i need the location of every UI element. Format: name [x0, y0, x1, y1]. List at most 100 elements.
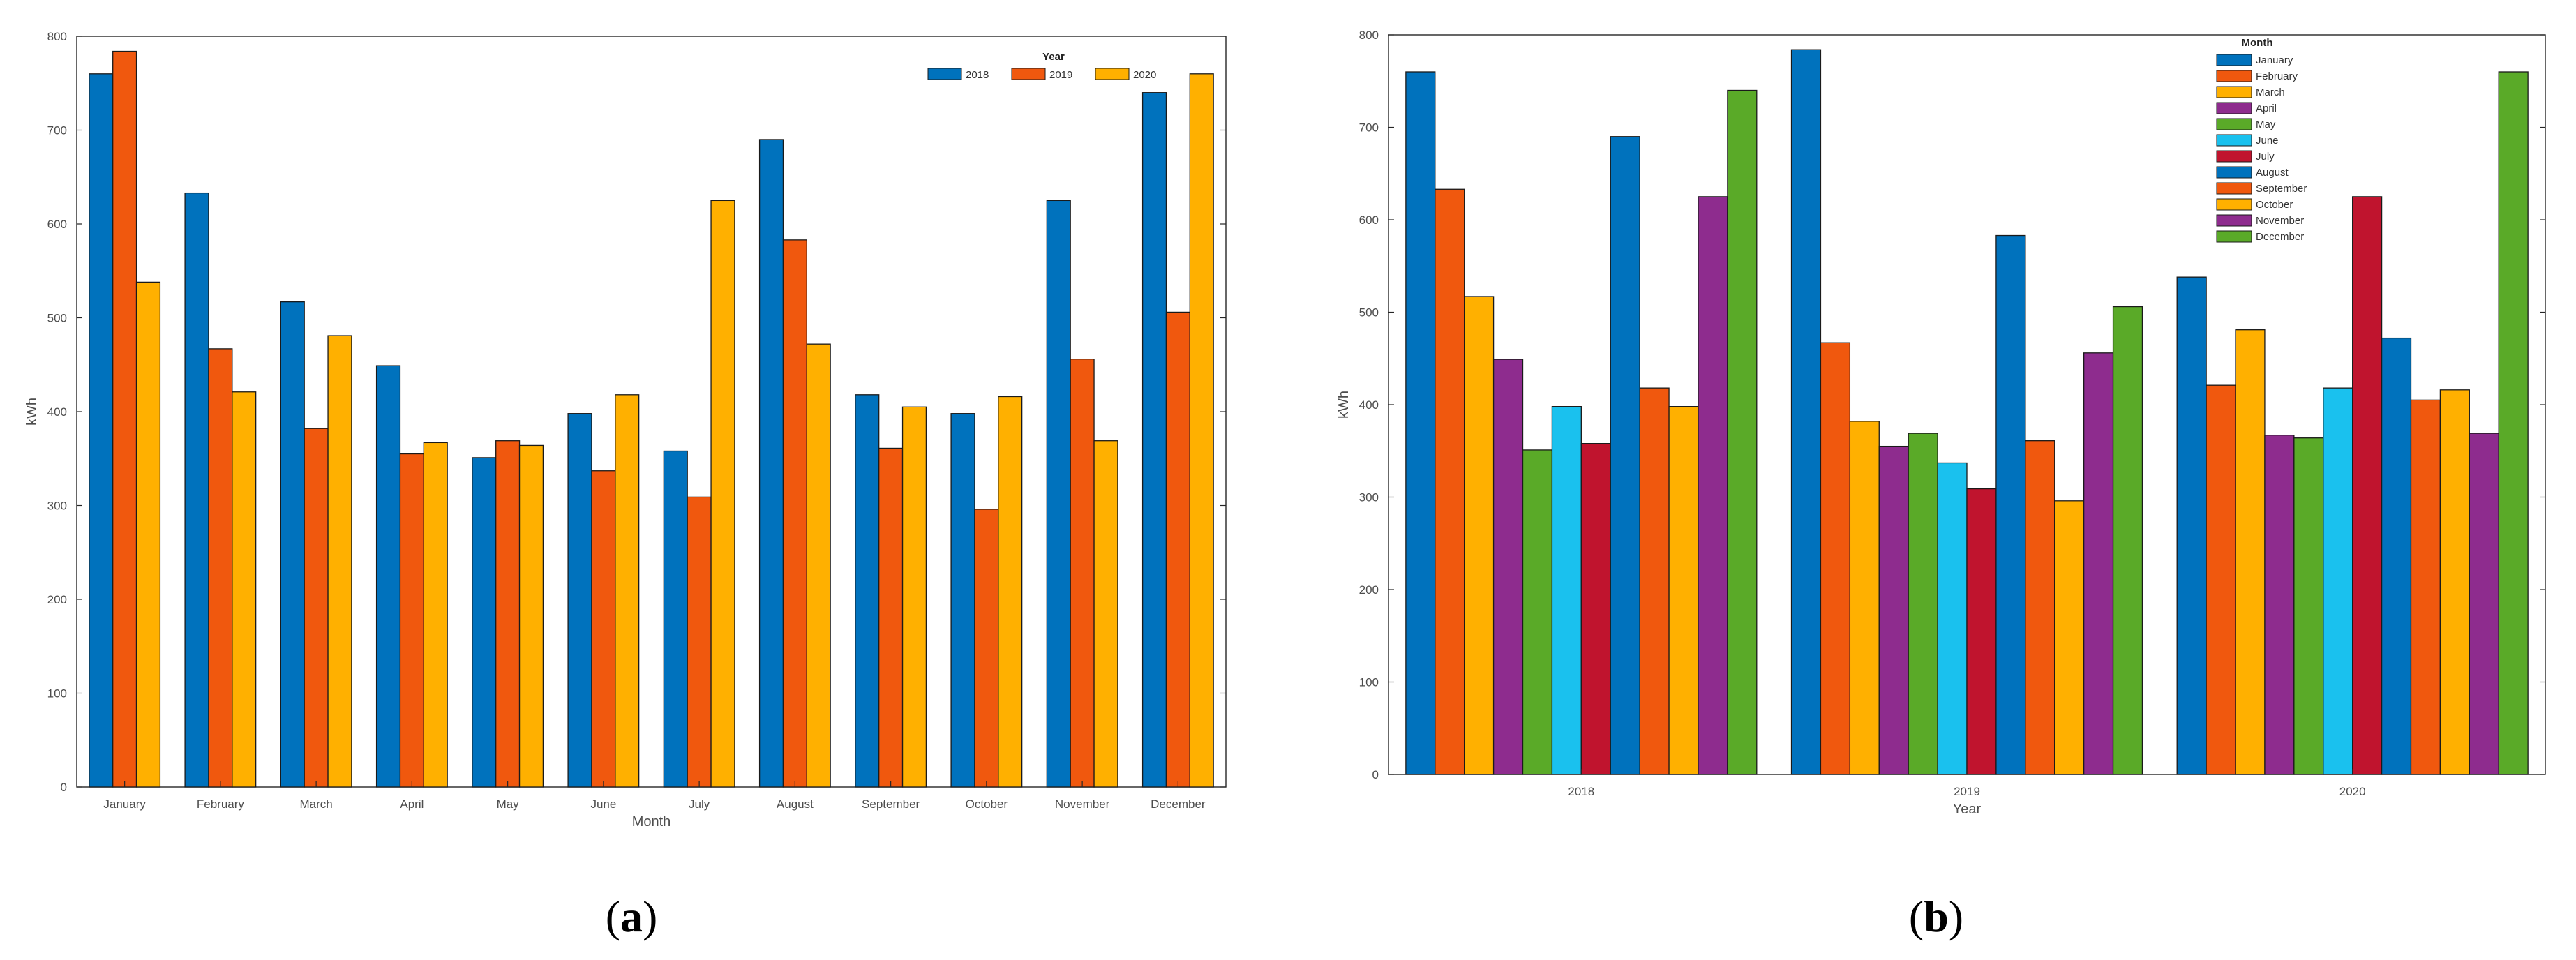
bar-october-2018: [950, 413, 975, 788]
bar-2018-november: [1698, 196, 1728, 775]
chart-panel-a: 0 100 200 300 400 500 600 700 800 January February…: [24, 30, 1227, 941]
y-tick-label: 500: [1359, 306, 1379, 320]
x-tick-label: 2018: [1568, 785, 1594, 798]
chart-panel-b: 0 100 200 300 400 500 600 700 800 2018 2019 2020 Yea…: [1336, 29, 2546, 941]
bar-2018-august: [1610, 136, 1640, 775]
bar-february-2020: [232, 391, 257, 788]
bar-march-2020: [327, 335, 352, 788]
x-tick-label: July: [689, 797, 710, 811]
bar-july-2018: [663, 450, 688, 788]
bar-2019-june: [1937, 462, 1968, 775]
panel-caption: (b): [1909, 892, 1963, 941]
bar-april-2019: [399, 453, 424, 788]
bar-september-2019: [878, 447, 904, 788]
bar-january-2018: [89, 73, 114, 788]
legend-swatch: [2216, 102, 2252, 114]
bar-june-2020: [615, 394, 640, 788]
y-tick-label: 0: [1372, 768, 1379, 781]
bar-april-2020: [423, 442, 448, 788]
bar-2019-april: [1878, 445, 1909, 775]
legend-swatch: [2216, 230, 2252, 243]
x-tick-label: May: [497, 797, 520, 811]
bar-april-2018: [375, 365, 401, 788]
x-tick-label: February: [197, 797, 245, 811]
x-tick-label: November: [1055, 797, 1110, 811]
panel-caption: (a): [606, 892, 658, 941]
bar-2020-march: [2235, 329, 2266, 775]
legend-title: Month: [2242, 37, 2273, 49]
plot-area: [76, 36, 1227, 788]
bar-december-2019: [1165, 311, 1190, 788]
bar-december-2018: [1141, 92, 1167, 788]
legend-label: September: [2256, 183, 2307, 195]
bar-2018-january: [1405, 71, 1436, 775]
x-tick-label: 2020: [2339, 785, 2366, 798]
bar-may-2019: [495, 440, 521, 788]
legend-swatch: [1095, 68, 1130, 80]
legend-swatch: [2216, 182, 2252, 195]
legend-swatch: [2216, 198, 2252, 211]
bar-june-2019: [591, 470, 616, 788]
x-tick-label: January: [103, 797, 146, 811]
y-tick-label: 700: [47, 124, 67, 137]
bar-2020-january: [2176, 276, 2207, 775]
bar-may-2020: [518, 444, 544, 788]
bar-2018-february: [1435, 188, 1465, 775]
bar-august-2020: [806, 343, 831, 788]
y-tick-label: 600: [47, 218, 67, 231]
bar-december-2020: [1189, 73, 1214, 788]
y-tick-label: 200: [1359, 583, 1379, 597]
bar-2019-may: [1908, 433, 1938, 775]
legend-swatch: [927, 68, 962, 80]
bar-2019-march: [1849, 421, 1880, 775]
legend-swatch: [2216, 134, 2252, 147]
bar-2019-february: [1820, 342, 1851, 775]
bar-november-2018: [1046, 200, 1071, 788]
legend-label: 2020: [1133, 69, 1156, 81]
panel-letter: a: [620, 892, 643, 941]
bar-october-2020: [998, 396, 1023, 788]
bar-2020-november: [2469, 433, 2499, 775]
bar-november-2020: [1093, 440, 1118, 788]
bar-august-2018: [758, 139, 784, 788]
bar-august-2019: [782, 239, 807, 788]
bar-september-2020: [901, 406, 927, 788]
bar-may-2018: [472, 457, 497, 788]
legend-swatch: [2216, 214, 2252, 227]
bar-2018-may: [1522, 449, 1553, 775]
legend-label: April: [2256, 103, 2277, 114]
bar-2019-july: [1966, 488, 1997, 775]
y-tick-label: 700: [1359, 121, 1379, 135]
y-tick-label: 300: [1359, 491, 1379, 504]
bar-2018-april: [1492, 359, 1524, 775]
bar-2018-june: [1551, 406, 1582, 775]
y-tick-label: 800: [47, 30, 67, 43]
legend-label: January: [2256, 54, 2293, 66]
legend: Year 2018 2019 2020: [927, 51, 1156, 81]
x-tick-label: December: [1151, 797, 1206, 811]
bar-march-2018: [280, 301, 305, 788]
bar-january-2019: [112, 50, 137, 788]
x-tick-label: October: [966, 797, 1008, 811]
bar-2019-december: [2112, 306, 2143, 775]
legend-label: March: [2256, 87, 2285, 98]
legend-label: 2019: [1049, 69, 1072, 81]
bar-2020-april: [2264, 435, 2295, 775]
legend-label: February: [2256, 70, 2298, 82]
bar-october-2019: [974, 509, 999, 788]
y-tick-label: 500: [47, 312, 67, 325]
bar-2020-june: [2323, 387, 2353, 775]
bar-november-2019: [1070, 359, 1095, 788]
bar-2018-march: [1464, 296, 1495, 775]
legend-swatch: [2216, 54, 2252, 66]
y-tick-label: 100: [47, 687, 67, 700]
bar-january-2020: [135, 281, 161, 788]
legend-swatch: [2216, 70, 2252, 82]
legend-label: 2018: [966, 69, 989, 81]
legend-label: May: [2256, 119, 2276, 130]
bar-2018-september: [1639, 387, 1670, 775]
legend: Month January February March April May June Jul…: [2216, 37, 2307, 243]
bar-2020-may: [2293, 437, 2324, 775]
bar-2020-october: [2439, 389, 2470, 775]
x-tick-label: August: [777, 797, 814, 811]
